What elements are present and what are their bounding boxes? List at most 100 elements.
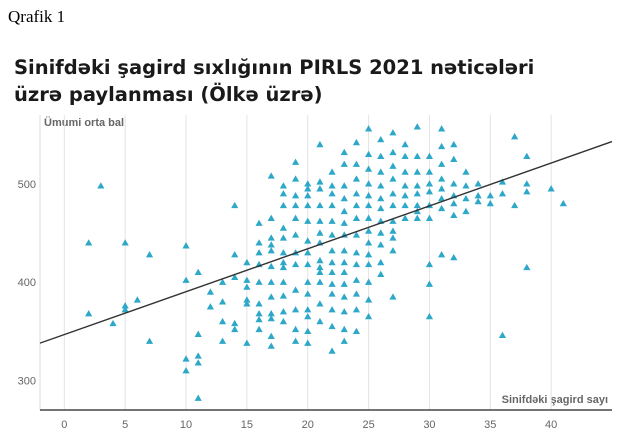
data-point — [97, 182, 105, 189]
data-point — [304, 312, 312, 320]
data-point — [389, 201, 397, 209]
x-tick-label: 25 — [362, 419, 374, 431]
data-point — [425, 214, 434, 221]
data-point — [340, 325, 348, 333]
data-point — [340, 337, 348, 344]
data-point — [304, 192, 312, 199]
data-point — [474, 192, 482, 199]
data-point — [255, 278, 263, 285]
data-point — [243, 276, 251, 283]
data-point — [389, 227, 397, 234]
x-tick-label: 30 — [423, 419, 435, 431]
data-point — [291, 214, 300, 221]
data-point — [438, 251, 446, 258]
x-tick-label: 40 — [545, 419, 557, 431]
data-point — [194, 330, 202, 337]
data-point — [401, 214, 409, 221]
data-point — [316, 263, 324, 271]
data-point — [377, 229, 385, 236]
data-point — [413, 182, 421, 189]
x-tick-label: 35 — [484, 419, 496, 431]
y-tick-label: 400 — [18, 277, 36, 289]
data-point — [462, 207, 470, 215]
data-point — [401, 192, 409, 199]
data-point — [413, 190, 421, 197]
data-point — [194, 359, 202, 366]
data-point — [231, 201, 239, 209]
data-point — [523, 152, 531, 159]
data-point — [450, 211, 458, 218]
data-point — [474, 180, 482, 187]
data-point — [377, 204, 385, 212]
data-point — [340, 247, 348, 254]
data-point — [255, 315, 263, 323]
data-point — [364, 239, 373, 246]
data-point — [364, 165, 373, 172]
data-point — [352, 276, 361, 283]
x-tick-label: 5 — [122, 419, 128, 431]
data-point — [425, 152, 434, 159]
data-point — [267, 214, 275, 221]
x-tick-label: 0 — [61, 419, 67, 431]
data-point — [364, 125, 373, 132]
data-point — [328, 217, 336, 224]
data-point — [486, 199, 494, 207]
data-point — [352, 201, 361, 209]
data-point — [328, 247, 336, 254]
data-point — [316, 178, 324, 185]
data-point — [364, 214, 373, 221]
data-point — [328, 322, 336, 330]
data-point — [182, 367, 190, 374]
data-point — [523, 180, 531, 187]
data-point — [145, 337, 154, 344]
data-point — [316, 217, 324, 224]
data-point — [413, 152, 421, 159]
data-point — [401, 152, 409, 159]
y-tick-label: 300 — [18, 376, 36, 388]
data-point — [364, 251, 373, 258]
data-point — [328, 201, 336, 209]
data-point — [206, 303, 214, 310]
data-point — [352, 138, 361, 146]
data-point — [267, 310, 275, 317]
data-point — [450, 180, 458, 187]
data-point — [291, 306, 300, 313]
data-point — [352, 306, 361, 313]
y-ticks: 300 400 500 — [18, 179, 36, 388]
data-point — [425, 180, 434, 187]
data-point — [340, 207, 348, 215]
data-point — [498, 190, 507, 197]
data-point — [291, 231, 300, 238]
data-point — [255, 219, 263, 226]
data-point — [85, 239, 93, 246]
data-point — [523, 263, 531, 271]
data-point — [194, 394, 202, 401]
data-point — [474, 197, 482, 205]
data-point — [267, 247, 275, 254]
data-point — [352, 260, 361, 268]
data-point — [291, 286, 300, 293]
data-point — [279, 308, 288, 315]
data-point — [279, 317, 288, 325]
data-point — [413, 123, 421, 130]
data-point — [291, 192, 300, 199]
x-ticks: 0 5 10 15 20 25 30 35 40 — [61, 419, 557, 431]
data-point — [377, 194, 385, 202]
data-point — [304, 260, 312, 268]
data-point — [425, 260, 434, 268]
data-point — [364, 227, 373, 234]
data-point — [267, 241, 275, 248]
data-point — [413, 214, 421, 221]
data-point — [352, 190, 361, 197]
data-point — [450, 140, 458, 148]
data-point — [340, 308, 348, 315]
data-point — [340, 280, 348, 287]
data-point — [450, 199, 458, 207]
data-point — [316, 185, 324, 192]
data-point — [523, 188, 531, 195]
data-point — [109, 319, 117, 327]
data-point — [389, 293, 397, 300]
data-point — [121, 306, 129, 313]
data-point — [316, 317, 324, 325]
data-point — [389, 247, 397, 254]
